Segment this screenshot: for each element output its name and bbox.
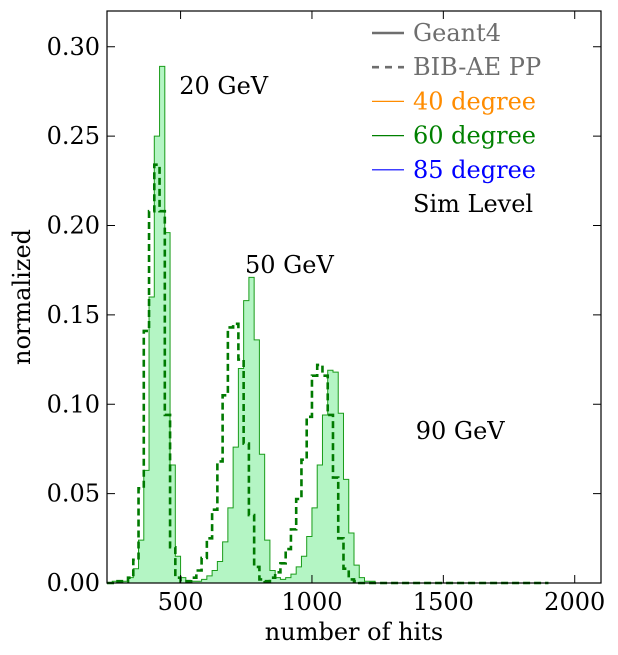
legend-label: 60 degree (413, 122, 536, 150)
y-tick-label: 0.25 (47, 122, 100, 150)
peak-label: 20 GeV (179, 72, 269, 100)
y-tick-label: 0.20 (47, 212, 100, 240)
legend-label: 85 degree (413, 156, 536, 184)
peak-label: 50 GeV (245, 251, 335, 279)
y-tick-label: 0.15 (47, 301, 100, 329)
x-tick-label: 2000 (544, 588, 605, 616)
y-tick-label: 0.05 (47, 480, 100, 508)
peak-label: 90 GeV (416, 417, 506, 445)
y-tick-label: 0.10 (47, 390, 100, 418)
legend-label: BIB-AE PP (413, 53, 541, 81)
x-axis-label: number of hits (265, 618, 443, 646)
legend: Geant4 BIB-AE PP 40 degree 60 degree 85 degr… (372, 19, 541, 218)
legend-label: 40 degree (413, 87, 536, 115)
x-tick-label: 500 (158, 588, 204, 616)
legend-label: Sim Level (413, 190, 533, 218)
x-tick-label: 1500 (413, 588, 474, 616)
y-tick-label: 0.00 (47, 569, 100, 597)
y-axis-label: normalized (8, 229, 36, 365)
axes-frame (106, 10, 602, 584)
legend-label: Geant4 (413, 19, 501, 47)
axes: 500 1000 1500 2000 0.00 0.05 0.10 0.15 0.20 0.25 0… (47, 10, 605, 616)
y-tick-label: 0.30 (47, 33, 100, 61)
annotations: 20 GeV 50 GeV 90 GeV (179, 72, 505, 445)
x-tick-label: 1000 (281, 588, 342, 616)
